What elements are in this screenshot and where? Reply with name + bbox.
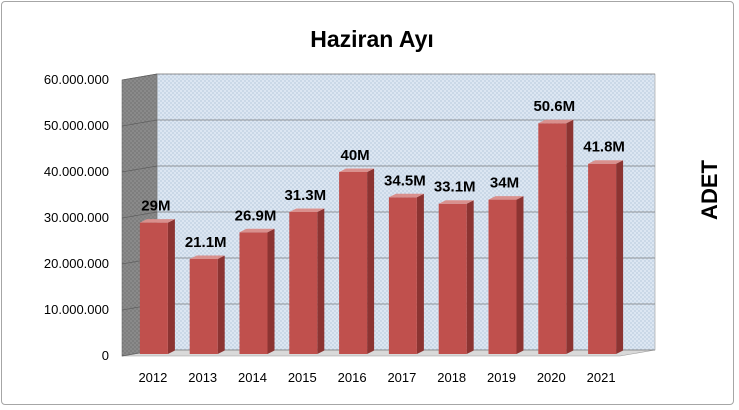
bars (139, 119, 624, 355)
bar (588, 163, 617, 354)
bar-2013 (189, 255, 225, 354)
bar-side (167, 219, 175, 354)
y-tick-label: 30.000.000 (44, 210, 109, 225)
data-label: 41.8M (583, 139, 625, 156)
bar-side (367, 168, 375, 354)
y-tick-label: 20.000.000 (44, 256, 109, 271)
y-tick-label: 40.000.000 (44, 164, 109, 179)
data-label: 33.1M (434, 179, 476, 196)
bar-2015 (289, 208, 325, 354)
y-axis-title: ADET (697, 159, 722, 219)
bar-2012 (139, 219, 175, 354)
bar-top (139, 219, 175, 223)
data-label: 50.6M (533, 98, 575, 115)
bar-2020 (538, 119, 574, 355)
bar-2019 (488, 196, 524, 354)
bar-side (416, 193, 424, 354)
bar (239, 232, 268, 354)
bar-2017 (388, 193, 424, 354)
y-axis: 0 10.000.000 20.000.000 30.000.000 40.000.00… (44, 72, 109, 363)
data-label: 34.5M (384, 172, 426, 189)
bar-top (289, 208, 325, 213)
x-tick-label: 2019 (487, 370, 516, 385)
bar-top (388, 193, 424, 198)
bar-top (189, 255, 225, 259)
y-tick-label: 60.000.000 (44, 72, 109, 87)
data-label: 34M (490, 175, 519, 192)
y-tick-label: 50.000.000 (44, 118, 109, 133)
y-tick-label: 0 (102, 348, 109, 363)
bar (488, 199, 517, 354)
data-label: 26.9M (235, 207, 277, 224)
gridline-side (121, 119, 158, 127)
data-label: 31.3M (284, 187, 326, 204)
data-label: 40M (341, 147, 370, 164)
bar-side (466, 200, 474, 354)
gridline-side (121, 211, 158, 219)
bar-side (566, 119, 574, 355)
x-axis: 2012 2013 2014 2015 2016 2017 2018 2019 2020 2021 (138, 370, 615, 385)
x-tick-label: 2016 (338, 370, 367, 385)
x-tick-label: 2020 (537, 370, 566, 385)
bar (388, 197, 417, 354)
bar-top (538, 119, 574, 124)
gridline-side (121, 73, 158, 81)
x-tick-label: 2013 (188, 370, 217, 385)
bar (189, 258, 218, 354)
data-labels: 29M 21.1M 26.9M 31.3M 40M 34.5M 33.1M 34M 50.6M 4… (141, 98, 625, 251)
bar-side (616, 160, 624, 354)
bar-side (317, 208, 325, 354)
bar (339, 172, 368, 354)
bar (438, 203, 467, 354)
bar-top (488, 196, 524, 200)
data-label: 29M (141, 198, 170, 215)
bar (538, 123, 567, 355)
bar (289, 212, 318, 354)
chart-title: Haziran Ayı (310, 26, 434, 52)
bar-top (438, 200, 474, 204)
x-tick-label: 2015 (288, 370, 317, 385)
y-tick-label: 10.000.000 (44, 302, 109, 317)
x-tick-label: 2014 (238, 370, 267, 385)
gridline-side (121, 165, 158, 173)
data-label: 21.1M (185, 234, 227, 251)
bar (139, 222, 168, 354)
x-tick-label: 2021 (587, 370, 616, 385)
bar-top (339, 168, 375, 172)
bar-2014 (239, 228, 275, 354)
bar-side (217, 255, 225, 354)
bar-side (516, 196, 524, 354)
bar-2021 (588, 160, 624, 354)
bar-top (588, 160, 624, 164)
bar-2018 (438, 200, 474, 354)
bar-top (239, 228, 275, 233)
bar-2016 (339, 168, 375, 354)
x-tick-label: 2012 (138, 370, 167, 385)
bar-side (267, 228, 275, 354)
x-tick-label: 2018 (437, 370, 466, 385)
x-tick-label: 2017 (387, 370, 416, 385)
